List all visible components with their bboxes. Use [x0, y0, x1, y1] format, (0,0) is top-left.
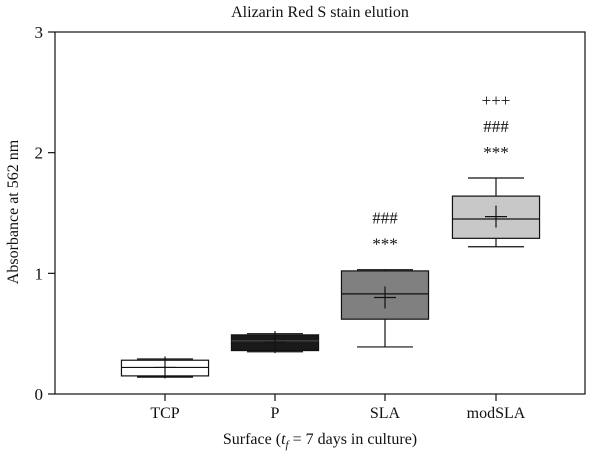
- significance-annotation: ###: [483, 117, 509, 136]
- y-tick-label: 3: [35, 23, 44, 42]
- x-tick-label: TCP: [150, 405, 179, 422]
- axes: 0 1 2 3 TCP P SLA modSLA: [35, 23, 526, 422]
- y-tick-label: 1: [35, 264, 44, 283]
- significance-annotation: ***: [372, 235, 398, 254]
- x-tick-label: SLA: [370, 405, 401, 422]
- chart-title: Alizarin Red S stain elution: [231, 4, 409, 21]
- boxes: ### *** +++ ### ***: [120, 91, 541, 379]
- y-tick-label: 2: [35, 144, 44, 163]
- plot-area-frame: [54, 31, 586, 395]
- box-modsla: +++ ### ***: [451, 91, 541, 248]
- x-tick-label: modSLA: [467, 405, 526, 422]
- significance-annotation: ***: [483, 143, 509, 162]
- x-tick-label: P: [271, 405, 280, 422]
- y-tick-label: 0: [35, 385, 44, 404]
- box-p: [230, 331, 320, 354]
- significance-annotation: ###: [372, 209, 398, 228]
- significance-annotation: +++: [482, 91, 511, 110]
- box-sla: ### ***: [340, 209, 430, 348]
- box-tcp: [120, 356, 210, 379]
- x-axis-label: Surface (tf = 7 days in culture): [222, 431, 418, 452]
